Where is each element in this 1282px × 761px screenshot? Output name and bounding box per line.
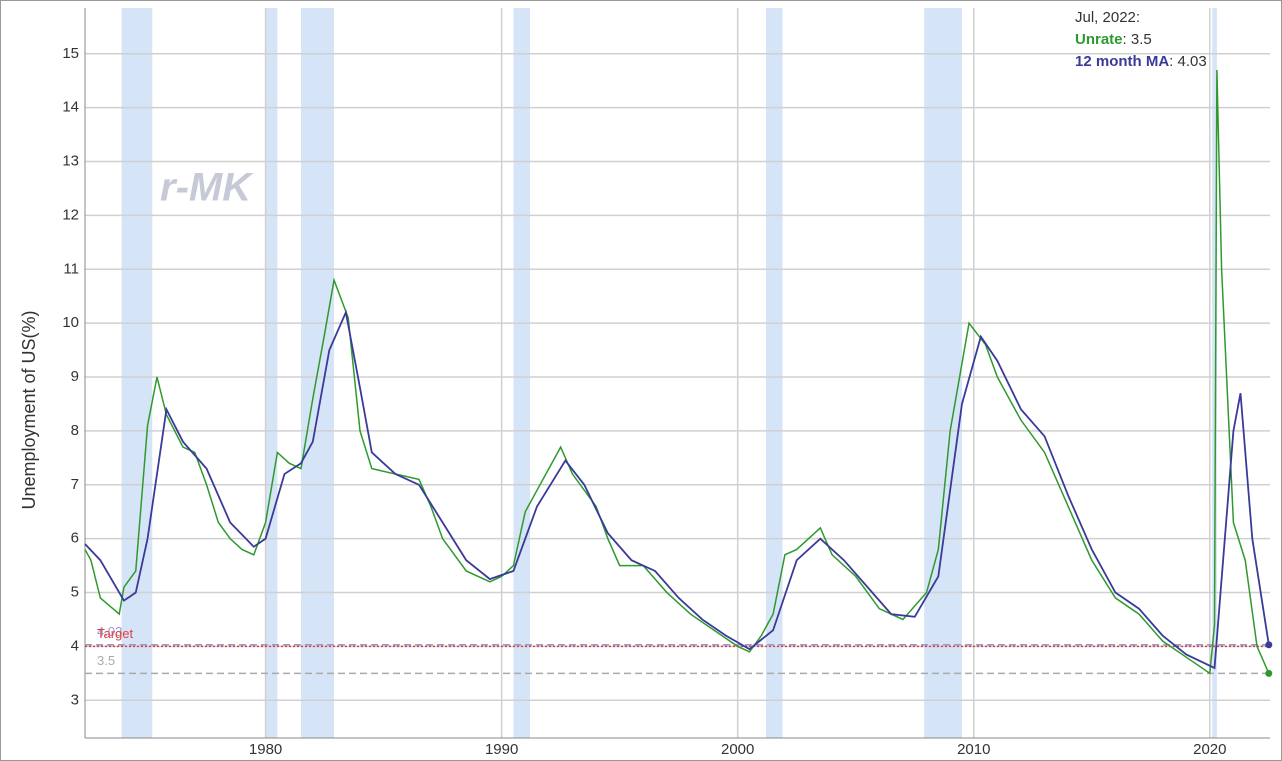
y-tick-label: 14 xyxy=(62,99,79,116)
y-tick-label: 9 xyxy=(71,368,79,385)
y-tick-label: 15 xyxy=(62,45,79,62)
tooltip-value: 3.5 xyxy=(1131,31,1152,48)
tooltip-value: 4.03 xyxy=(1178,53,1207,70)
y-tick-label: 8 xyxy=(71,422,79,439)
y-tick-label: 6 xyxy=(71,530,79,547)
recession-band xyxy=(265,8,278,738)
y-tick-label: 5 xyxy=(71,584,79,601)
end-point xyxy=(1265,641,1273,649)
tooltip-title: Jul, 2022: xyxy=(1075,9,1140,26)
recession-band xyxy=(766,8,783,738)
x-tick-label: 2010 xyxy=(957,741,990,758)
end-point xyxy=(1265,669,1273,677)
recession-band xyxy=(121,8,153,738)
series-line xyxy=(84,69,1270,675)
y-tick-label: 13 xyxy=(62,153,79,170)
reference-label: Target xyxy=(97,626,134,641)
y-tick-label: 12 xyxy=(62,206,79,223)
tooltip-entry: 12 month MA: 4.03 xyxy=(1075,53,1207,70)
x-tick-label: 1990 xyxy=(485,741,518,758)
tooltip-separator: : xyxy=(1169,53,1177,70)
y-tick-label: 10 xyxy=(62,314,79,331)
x-tick-label: 2000 xyxy=(721,741,754,758)
y-axis-label: Unemployment of US(%) xyxy=(19,310,39,509)
recession-band xyxy=(513,8,530,738)
watermark: r-MK xyxy=(160,166,254,210)
y-tick-label: 4 xyxy=(71,637,79,654)
recession-band xyxy=(1212,8,1217,738)
y-tick-label: 11 xyxy=(63,260,79,277)
y-tick-label: 3 xyxy=(71,691,79,708)
tooltip-entry: Unrate: 3.5 xyxy=(1075,31,1152,48)
series-line xyxy=(84,309,1270,670)
y-tick-label: 7 xyxy=(71,476,79,493)
x-tick-label: 2020 xyxy=(1193,741,1226,758)
tooltip-series-name: 12 month MA xyxy=(1075,53,1169,70)
reference-label: 4.03 xyxy=(97,624,122,639)
tooltip-series-name: Unrate xyxy=(1075,31,1123,48)
recession-band xyxy=(924,8,962,738)
x-tick-label: 1980 xyxy=(249,741,282,758)
reference-label: 3.5 xyxy=(97,653,115,668)
tooltip-separator: : xyxy=(1123,31,1131,48)
